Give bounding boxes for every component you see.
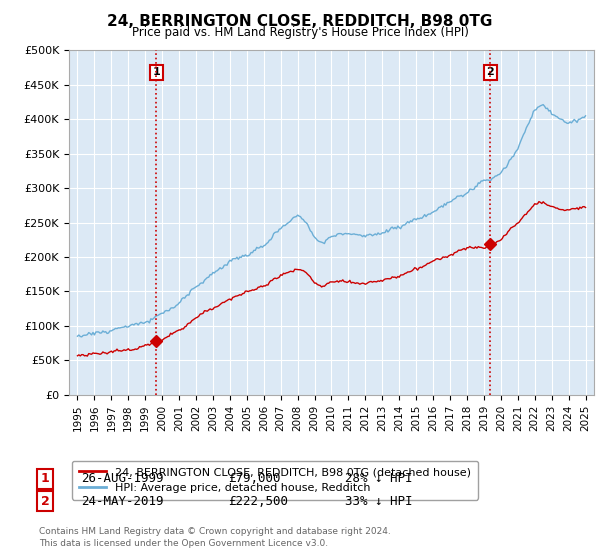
Text: 24-MAY-2019: 24-MAY-2019 [81,494,163,508]
Text: Contains HM Land Registry data © Crown copyright and database right 2024.: Contains HM Land Registry data © Crown c… [39,528,391,536]
Text: 24, BERRINGTON CLOSE, REDDITCH, B98 0TG: 24, BERRINGTON CLOSE, REDDITCH, B98 0TG [107,14,493,29]
Text: Price paid vs. HM Land Registry's House Price Index (HPI): Price paid vs. HM Land Registry's House … [131,26,469,39]
Text: This data is licensed under the Open Government Licence v3.0.: This data is licensed under the Open Gov… [39,539,328,548]
Text: 1: 1 [41,472,49,486]
Text: 1: 1 [152,67,160,77]
Legend: 24, BERRINGTON CLOSE, REDDITCH, B98 0TG (detached house), HPI: Average price, de: 24, BERRINGTON CLOSE, REDDITCH, B98 0TG … [72,461,478,500]
Text: 33% ↓ HPI: 33% ↓ HPI [345,494,413,508]
Text: 2: 2 [487,67,494,77]
Text: 26-AUG-1999: 26-AUG-1999 [81,472,163,486]
Text: 2: 2 [41,494,49,508]
Text: £79,000: £79,000 [228,472,281,486]
Text: £222,500: £222,500 [228,494,288,508]
Text: 28% ↓ HPI: 28% ↓ HPI [345,472,413,486]
